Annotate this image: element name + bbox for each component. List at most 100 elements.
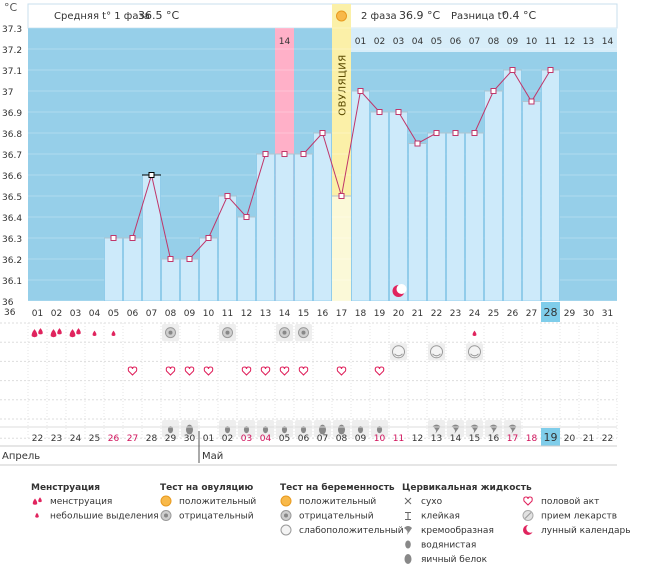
calendar-date-label[interactable]: 18 <box>526 434 538 444</box>
temperature-point[interactable] <box>395 109 402 115</box>
calendar-date-label[interactable]: 09 <box>355 434 367 444</box>
cycle-day-label[interactable]: 25 <box>488 309 499 319</box>
temperature-point[interactable] <box>224 193 231 199</box>
cycle-day-label[interactable]: 03 <box>70 309 81 319</box>
temperature-point[interactable] <box>338 193 345 199</box>
cycle-day-label[interactable]: 18 <box>355 309 367 319</box>
cycle-day-label[interactable]: 30 <box>583 309 595 319</box>
cycle-day-label[interactable]: 16 <box>317 309 329 319</box>
calendar-date-label[interactable]: 22 <box>602 434 613 444</box>
temperature-point[interactable] <box>205 235 212 241</box>
calendar-date-label[interactable]: 01 <box>203 434 214 444</box>
temperature-point[interactable] <box>452 130 459 136</box>
calendar-date-label[interactable]: 24 <box>70 434 82 444</box>
calendar-date-label[interactable]: 30 <box>184 434 196 444</box>
temperature-point[interactable] <box>186 256 193 262</box>
cycle-day-label[interactable]: 01 <box>32 309 43 319</box>
circle-negative-icon <box>280 510 292 521</box>
temperature-point[interactable] <box>243 214 250 220</box>
cycle-day-label[interactable]: 07 <box>146 309 157 319</box>
calendar-date-label[interactable]: 17 <box>507 434 518 444</box>
temperature-point[interactable] <box>509 67 516 73</box>
calendar-date-label[interactable]: 27 <box>127 434 138 444</box>
calendar-date-label[interactable]: 20 <box>564 434 576 444</box>
cycle-day-label[interactable]: 12 <box>241 309 252 319</box>
calendar-date-label[interactable]: 14 <box>450 434 462 444</box>
legend-item-label: менструация <box>50 497 112 507</box>
calendar-date-label[interactable]: 02 <box>222 434 233 444</box>
calendar-date-label[interactable]: 10 <box>374 434 386 444</box>
temperature-point[interactable] <box>414 140 421 147</box>
calendar-date-label[interactable]: 28 <box>146 434 158 444</box>
legend-item-label: водянистая <box>421 541 476 551</box>
calendar-date-label[interactable]: 12 <box>412 434 423 444</box>
cycle-day-label[interactable]: 28 <box>544 306 558 319</box>
calendar-date-label[interactable]: 26 <box>108 434 120 444</box>
cycle-day-label[interactable]: 29 <box>564 309 576 319</box>
cycle-day-label[interactable]: 20 <box>393 309 405 319</box>
cycle-day-label[interactable]: 23 <box>450 309 461 319</box>
month-label: Апрель <box>2 451 40 462</box>
temperature-point[interactable] <box>319 130 326 136</box>
temperature-point[interactable] <box>547 67 554 73</box>
cycle-day-label[interactable]: 17 <box>336 309 347 319</box>
cycle-day-label[interactable]: 11 <box>222 309 233 319</box>
temperature-point[interactable] <box>129 235 136 241</box>
calendar-date-label[interactable]: 25 <box>89 434 100 444</box>
calendar-date-label[interactable]: 16 <box>488 434 500 444</box>
temperature-point[interactable] <box>471 130 478 136</box>
temperature-point[interactable] <box>490 88 497 94</box>
calendar-date-label[interactable]: 22 <box>32 434 43 444</box>
temperature-point[interactable] <box>281 151 288 157</box>
cycle-day-label[interactable]: 04 <box>89 309 101 319</box>
cycle-day-label[interactable]: 09 <box>184 309 196 319</box>
circle-weak-icon <box>430 345 443 359</box>
temperature-point[interactable] <box>433 130 440 136</box>
calendar-date-label[interactable]: 19 <box>544 431 558 444</box>
temperature-point[interactable] <box>300 151 307 157</box>
y-tick-label: 37.1 <box>2 67 22 77</box>
temperature-point[interactable] <box>148 172 155 178</box>
drop-big-icon <box>76 328 81 335</box>
temperature-point[interactable] <box>167 256 174 262</box>
cycle-day-label[interactable]: 02 <box>51 309 62 319</box>
cycle-day-label[interactable]: 27 <box>526 309 537 319</box>
heart-icon <box>260 366 271 376</box>
temperature-bar <box>104 237 123 302</box>
temperature-point[interactable] <box>528 98 535 105</box>
calendar-date-label[interactable]: 08 <box>336 434 348 444</box>
cycle-day-label[interactable]: 24 <box>469 309 481 319</box>
calendar-date-label[interactable]: 03 <box>241 434 252 444</box>
cycle-day-label[interactable]: 10 <box>203 309 215 319</box>
temperature-point[interactable] <box>262 151 269 157</box>
calendar-date-label[interactable]: 11 <box>393 434 404 444</box>
temperature-point[interactable] <box>357 88 364 94</box>
calendar-date-label[interactable]: 21 <box>583 434 594 444</box>
cycle-day-label[interactable]: 15 <box>298 309 309 319</box>
cycle-day-label[interactable]: 26 <box>507 309 519 319</box>
calendar-date-label[interactable]: 15 <box>469 434 480 444</box>
cycle-day-label[interactable]: 06 <box>127 309 139 319</box>
calendar-date-label[interactable]: 13 <box>431 434 442 444</box>
cycle-day-label[interactable]: 21 <box>412 309 423 319</box>
calendar-date-label[interactable]: 04 <box>260 434 272 444</box>
cycle-day-label[interactable]: 05 <box>108 309 119 319</box>
phase2-day-label: 14 <box>279 37 291 47</box>
watery-icon <box>357 426 364 434</box>
cycle-day-label[interactable]: 22 <box>431 309 442 319</box>
cycle-day-label[interactable]: 13 <box>260 309 271 319</box>
ovulation-sun-icon <box>336 10 347 22</box>
calendar-date-label[interactable]: 29 <box>165 434 177 444</box>
y-tick-label: 36.1 <box>2 277 22 287</box>
cycle-day-label[interactable]: 08 <box>165 309 177 319</box>
ovulation-bar <box>332 196 351 301</box>
cycle-day-label[interactable]: 19 <box>374 309 386 319</box>
temperature-point[interactable] <box>110 235 117 241</box>
cycle-day-label[interactable]: 14 <box>279 309 291 319</box>
calendar-date-label[interactable]: 23 <box>51 434 62 444</box>
calendar-date-label[interactable]: 05 <box>279 434 290 444</box>
cycle-day-label[interactable]: 31 <box>602 309 613 319</box>
calendar-date-label[interactable]: 06 <box>298 434 310 444</box>
calendar-date-label[interactable]: 07 <box>317 434 328 444</box>
temperature-point[interactable] <box>376 109 383 115</box>
